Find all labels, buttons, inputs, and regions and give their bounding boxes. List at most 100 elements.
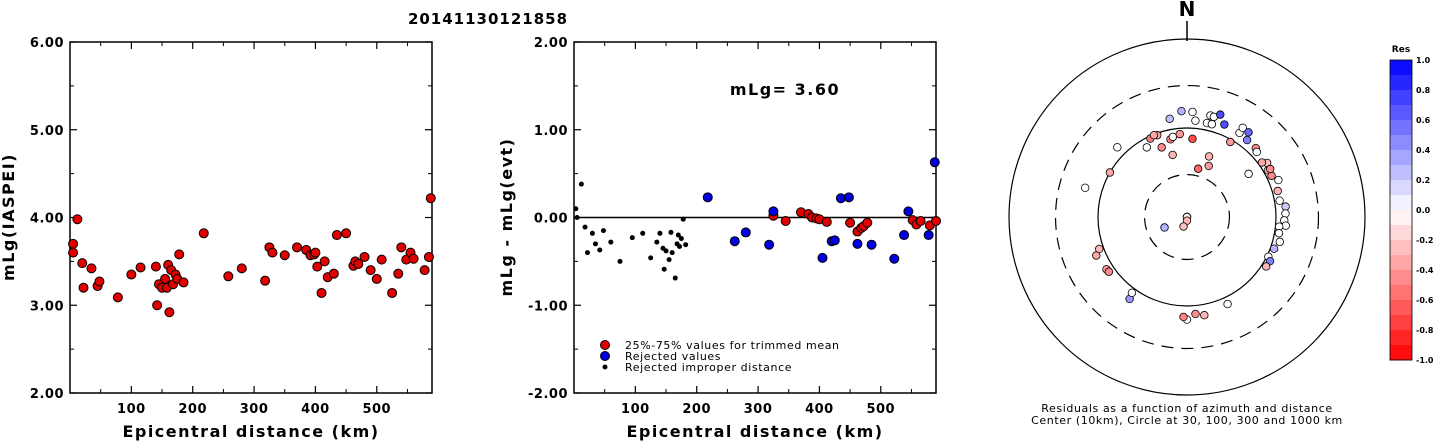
- rejected-point: [764, 239, 775, 250]
- data-point: [77, 258, 88, 269]
- colorbar-cell: [1390, 195, 1412, 211]
- colorbar-cell: [1390, 345, 1412, 361]
- data-point: [312, 261, 323, 272]
- improper-distance-point: [629, 235, 635, 241]
- data-point: [419, 265, 430, 276]
- data-point: [135, 262, 146, 273]
- data-point: [353, 259, 364, 270]
- colorbar-cell: [1390, 240, 1412, 256]
- data-point: [160, 273, 171, 284]
- polar-caption-line-2: Center (10km), Circle at 30, 100, 300 an…: [1031, 414, 1343, 427]
- station-residual-point: [1281, 202, 1290, 211]
- improper-distance-point: [677, 243, 683, 249]
- data-point: [393, 268, 404, 279]
- station-residual-point: [1177, 107, 1186, 116]
- data-point: [164, 307, 175, 318]
- station-residual-point: [1274, 229, 1284, 238]
- x-tick-label: 100: [117, 402, 146, 417]
- colorbar-tick-label: 0.4: [1416, 146, 1431, 155]
- colorbar-cell: [1390, 270, 1412, 286]
- data-point: [174, 249, 185, 260]
- trimmed-mean-point: [931, 216, 941, 227]
- magnitude-vs-distance-panel: 100 200 300 400 500 2.00 3.00 4.00 5.00 6.00 Epic…: [0, 36, 436, 441]
- polar-caption-line-1: Residuals as a function of azimuth and d…: [1041, 402, 1332, 415]
- station-residual-point: [1252, 147, 1261, 157]
- data-point: [387, 287, 398, 298]
- colorbar-tick-label: -0.8: [1416, 326, 1434, 335]
- colorbar-cell: [1390, 105, 1412, 121]
- improper-distance-point: [597, 247, 603, 253]
- x-tick-label: 100: [621, 402, 650, 417]
- station-residual-point: [1261, 262, 1271, 271]
- improper-distance-point: [672, 275, 678, 281]
- station-residual-point: [1226, 137, 1235, 147]
- data-point: [423, 251, 434, 262]
- improper-distance-point: [574, 215, 580, 220]
- rejected-point: [843, 192, 854, 203]
- station-residual-point: [1216, 110, 1225, 119]
- station-residual-point: [1188, 134, 1197, 143]
- station-residual-point: [1179, 222, 1188, 231]
- x-tick-label: 200: [682, 402, 711, 417]
- legend: 25%-75% values for trimmed mean Rejected…: [600, 339, 839, 374]
- station-residual-point: [1204, 152, 1214, 161]
- trimmed-mean-point: [845, 217, 856, 228]
- station-residual-point: [1175, 129, 1184, 139]
- data-point: [72, 214, 83, 225]
- rejected-point: [903, 206, 914, 217]
- legend-marker-rejected: [600, 351, 610, 361]
- colorbar-tick-label: 0.8: [1416, 86, 1431, 95]
- station-residual-point: [1275, 196, 1284, 205]
- data-point: [260, 275, 271, 286]
- x-tick-label: 400: [805, 402, 834, 417]
- station-residual-point: [1204, 161, 1213, 171]
- data-point: [425, 193, 436, 204]
- improper-distance-point: [678, 236, 684, 242]
- data-point: [365, 265, 376, 276]
- plot-frame: [69, 41, 433, 394]
- y-tick-label: 6.00: [30, 36, 64, 51]
- y-axis-label: mLg(IASPEI): [0, 153, 18, 281]
- improper-distance-point: [608, 239, 614, 245]
- station-residual-point: [1113, 143, 1122, 152]
- station-residual-point: [1191, 309, 1200, 319]
- x-axis-label: Epicentral distance (km): [122, 422, 379, 441]
- data-point: [126, 269, 137, 280]
- data-point: [376, 254, 387, 265]
- station-residual-point: [1269, 244, 1279, 253]
- data-point: [152, 300, 163, 311]
- colorbar-tick-label: -0.6: [1416, 296, 1434, 305]
- rejected-point: [768, 206, 779, 217]
- data-point: [408, 253, 419, 264]
- rejected-point: [740, 227, 751, 238]
- colorbar-cell: [1390, 300, 1412, 316]
- colorbar-cell: [1390, 285, 1412, 301]
- trimmed-mean-point: [780, 216, 791, 227]
- y-tick-label: 3.00: [30, 299, 64, 314]
- colorbar-tick-label: -1.0: [1416, 356, 1434, 365]
- legend-label-rejected: Rejected values: [625, 350, 721, 363]
- station-residual-point: [1281, 209, 1290, 218]
- improper-distance-point: [592, 241, 598, 247]
- station-residual-point: [1265, 164, 1275, 174]
- colorbar-cell: [1390, 255, 1412, 271]
- data-point: [279, 250, 290, 261]
- y-tick-label: 4.00: [30, 212, 64, 227]
- data-point: [359, 251, 370, 262]
- station-residual-point: [1244, 128, 1253, 137]
- trimmed-mean-point: [915, 216, 926, 227]
- station-residual-point: [1242, 135, 1252, 145]
- rejected-point: [817, 252, 828, 263]
- improper-distance-point: [578, 181, 584, 187]
- distance-ring-1000km: [1008, 38, 1366, 396]
- station-residual-point: [1168, 150, 1177, 160]
- legend-marker-trimmed: [600, 340, 610, 350]
- improper-distance-point: [661, 266, 667, 272]
- colorbar-cell: [1390, 225, 1412, 241]
- y-axis-label: mLg - mLg(evt): [497, 138, 516, 297]
- colorbar-title: Res: [1392, 45, 1410, 55]
- colorbar-cell: [1390, 330, 1412, 346]
- data-point: [150, 261, 161, 272]
- colorbar-cell: [1390, 180, 1412, 196]
